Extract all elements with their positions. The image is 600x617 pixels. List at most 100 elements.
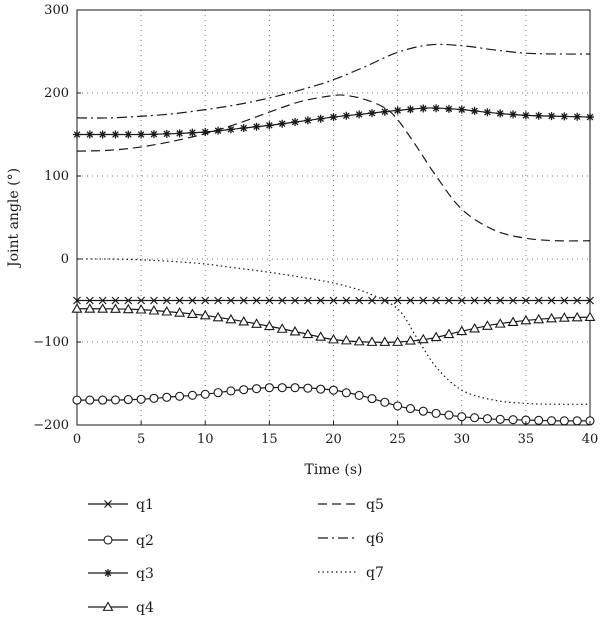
legend-marker-q4: [102, 601, 114, 611]
series-q5: [76, 94, 591, 242]
marker-q1: [355, 296, 364, 305]
marker-q2: [393, 401, 403, 411]
legend-item-q5: q5: [318, 497, 384, 513]
marker-q2: [534, 415, 544, 425]
marker-q4: [238, 315, 250, 326]
legend-label-q3: q3: [136, 566, 154, 582]
marker-q3: [380, 107, 389, 116]
legend-marker-q3: [104, 569, 112, 577]
x-tick-label: 5: [137, 432, 145, 447]
x-axis-title: Time (s): [305, 462, 363, 478]
marker-q1: [521, 296, 530, 305]
marker-q1: [380, 296, 389, 305]
y-tick-label: 100: [44, 169, 69, 184]
series-q6: [76, 43, 591, 119]
x-tick-label: 40: [582, 432, 599, 447]
marker-q1: [342, 296, 351, 305]
marker-q4: [430, 331, 442, 342]
x-tick-label: 35: [518, 432, 535, 447]
marker-q1: [278, 296, 287, 305]
x-tick-label: 20: [325, 432, 342, 447]
marker-q1: [98, 296, 107, 305]
marker-q1: [252, 296, 261, 305]
marker-q4: [533, 313, 545, 324]
marker-q4: [405, 335, 416, 345]
marker-q4: [276, 323, 288, 333]
marker-q1: [303, 296, 312, 305]
marker-q3: [73, 130, 81, 139]
marker-q2: [546, 416, 557, 426]
y-tick-label: 200: [44, 86, 69, 101]
marker-q1: [85, 296, 94, 305]
marker-q4: [469, 322, 481, 333]
marker-q1: [406, 296, 415, 305]
legend-item-q7: q7: [318, 565, 384, 581]
marker-q3: [470, 106, 479, 115]
marker-q3: [483, 108, 492, 117]
legend: q1 q2 q3 q4 q5 q6 q7: [88, 497, 384, 616]
y-tick-label: 300: [44, 3, 69, 18]
marker-q4: [161, 306, 173, 316]
marker-q2: [162, 392, 172, 402]
marker-q3: [291, 118, 300, 127]
x-tick-label: 0: [73, 432, 81, 447]
marker-q2: [123, 395, 133, 405]
marker-q4: [546, 312, 557, 323]
marker-q1: [175, 296, 184, 305]
marker-q4: [571, 311, 583, 322]
marker-q3: [329, 113, 338, 122]
marker-q1: [393, 296, 402, 305]
marker-q4: [251, 318, 262, 328]
x-tick-label: 30: [453, 432, 470, 447]
marker-q2: [457, 412, 467, 422]
legend-item-q3: q3: [88, 566, 154, 582]
y-tick-label: 0: [61, 252, 69, 267]
marker-q3: [560, 112, 569, 121]
legend-marker-q2: [103, 535, 113, 545]
marker-q3: [419, 104, 428, 113]
marker-q3: [316, 114, 325, 123]
marker-q3: [586, 113, 594, 122]
marker-q3: [278, 119, 287, 128]
marker-q1: [445, 296, 453, 305]
marker-q3: [303, 116, 312, 125]
marker-q4: [417, 333, 429, 344]
marker-q2: [290, 383, 300, 393]
marker-q4: [84, 303, 96, 313]
marker-q3: [85, 130, 94, 139]
marker-q1: [226, 296, 235, 305]
series-q4: [71, 303, 596, 346]
marker-q3: [509, 110, 518, 119]
marker-q2: [470, 413, 480, 423]
marker-q1: [73, 296, 81, 305]
marker-q3: [406, 105, 415, 114]
marker-q3: [137, 130, 146, 139]
marker-q3: [175, 129, 184, 138]
marker-q2: [354, 390, 364, 401]
series-line-q6: [76, 43, 591, 119]
marker-q1: [586, 296, 594, 305]
marker-q4: [199, 309, 211, 320]
marker-q3: [239, 124, 248, 133]
legend-item-q6: q6: [318, 531, 384, 547]
marker-q2: [226, 386, 236, 396]
marker-q3: [432, 104, 441, 113]
marker-q2: [431, 408, 441, 418]
marker-q4: [353, 335, 365, 346]
marker-q2: [264, 383, 274, 393]
marker-q3: [252, 122, 261, 131]
series-line-q7: [76, 258, 591, 405]
marker-q2: [239, 385, 249, 395]
marker-q3: [367, 109, 376, 118]
marker-q4: [379, 336, 391, 346]
marker-q4: [456, 325, 468, 336]
series-q2: [72, 383, 595, 426]
marker-q4: [481, 320, 493, 330]
marker-q3: [124, 130, 133, 139]
marker-q1: [560, 296, 569, 305]
marker-q4: [302, 328, 314, 339]
marker-q4: [520, 314, 532, 325]
marker-q4: [340, 334, 352, 345]
marker-q1: [547, 296, 556, 305]
marker-q4: [148, 305, 160, 315]
